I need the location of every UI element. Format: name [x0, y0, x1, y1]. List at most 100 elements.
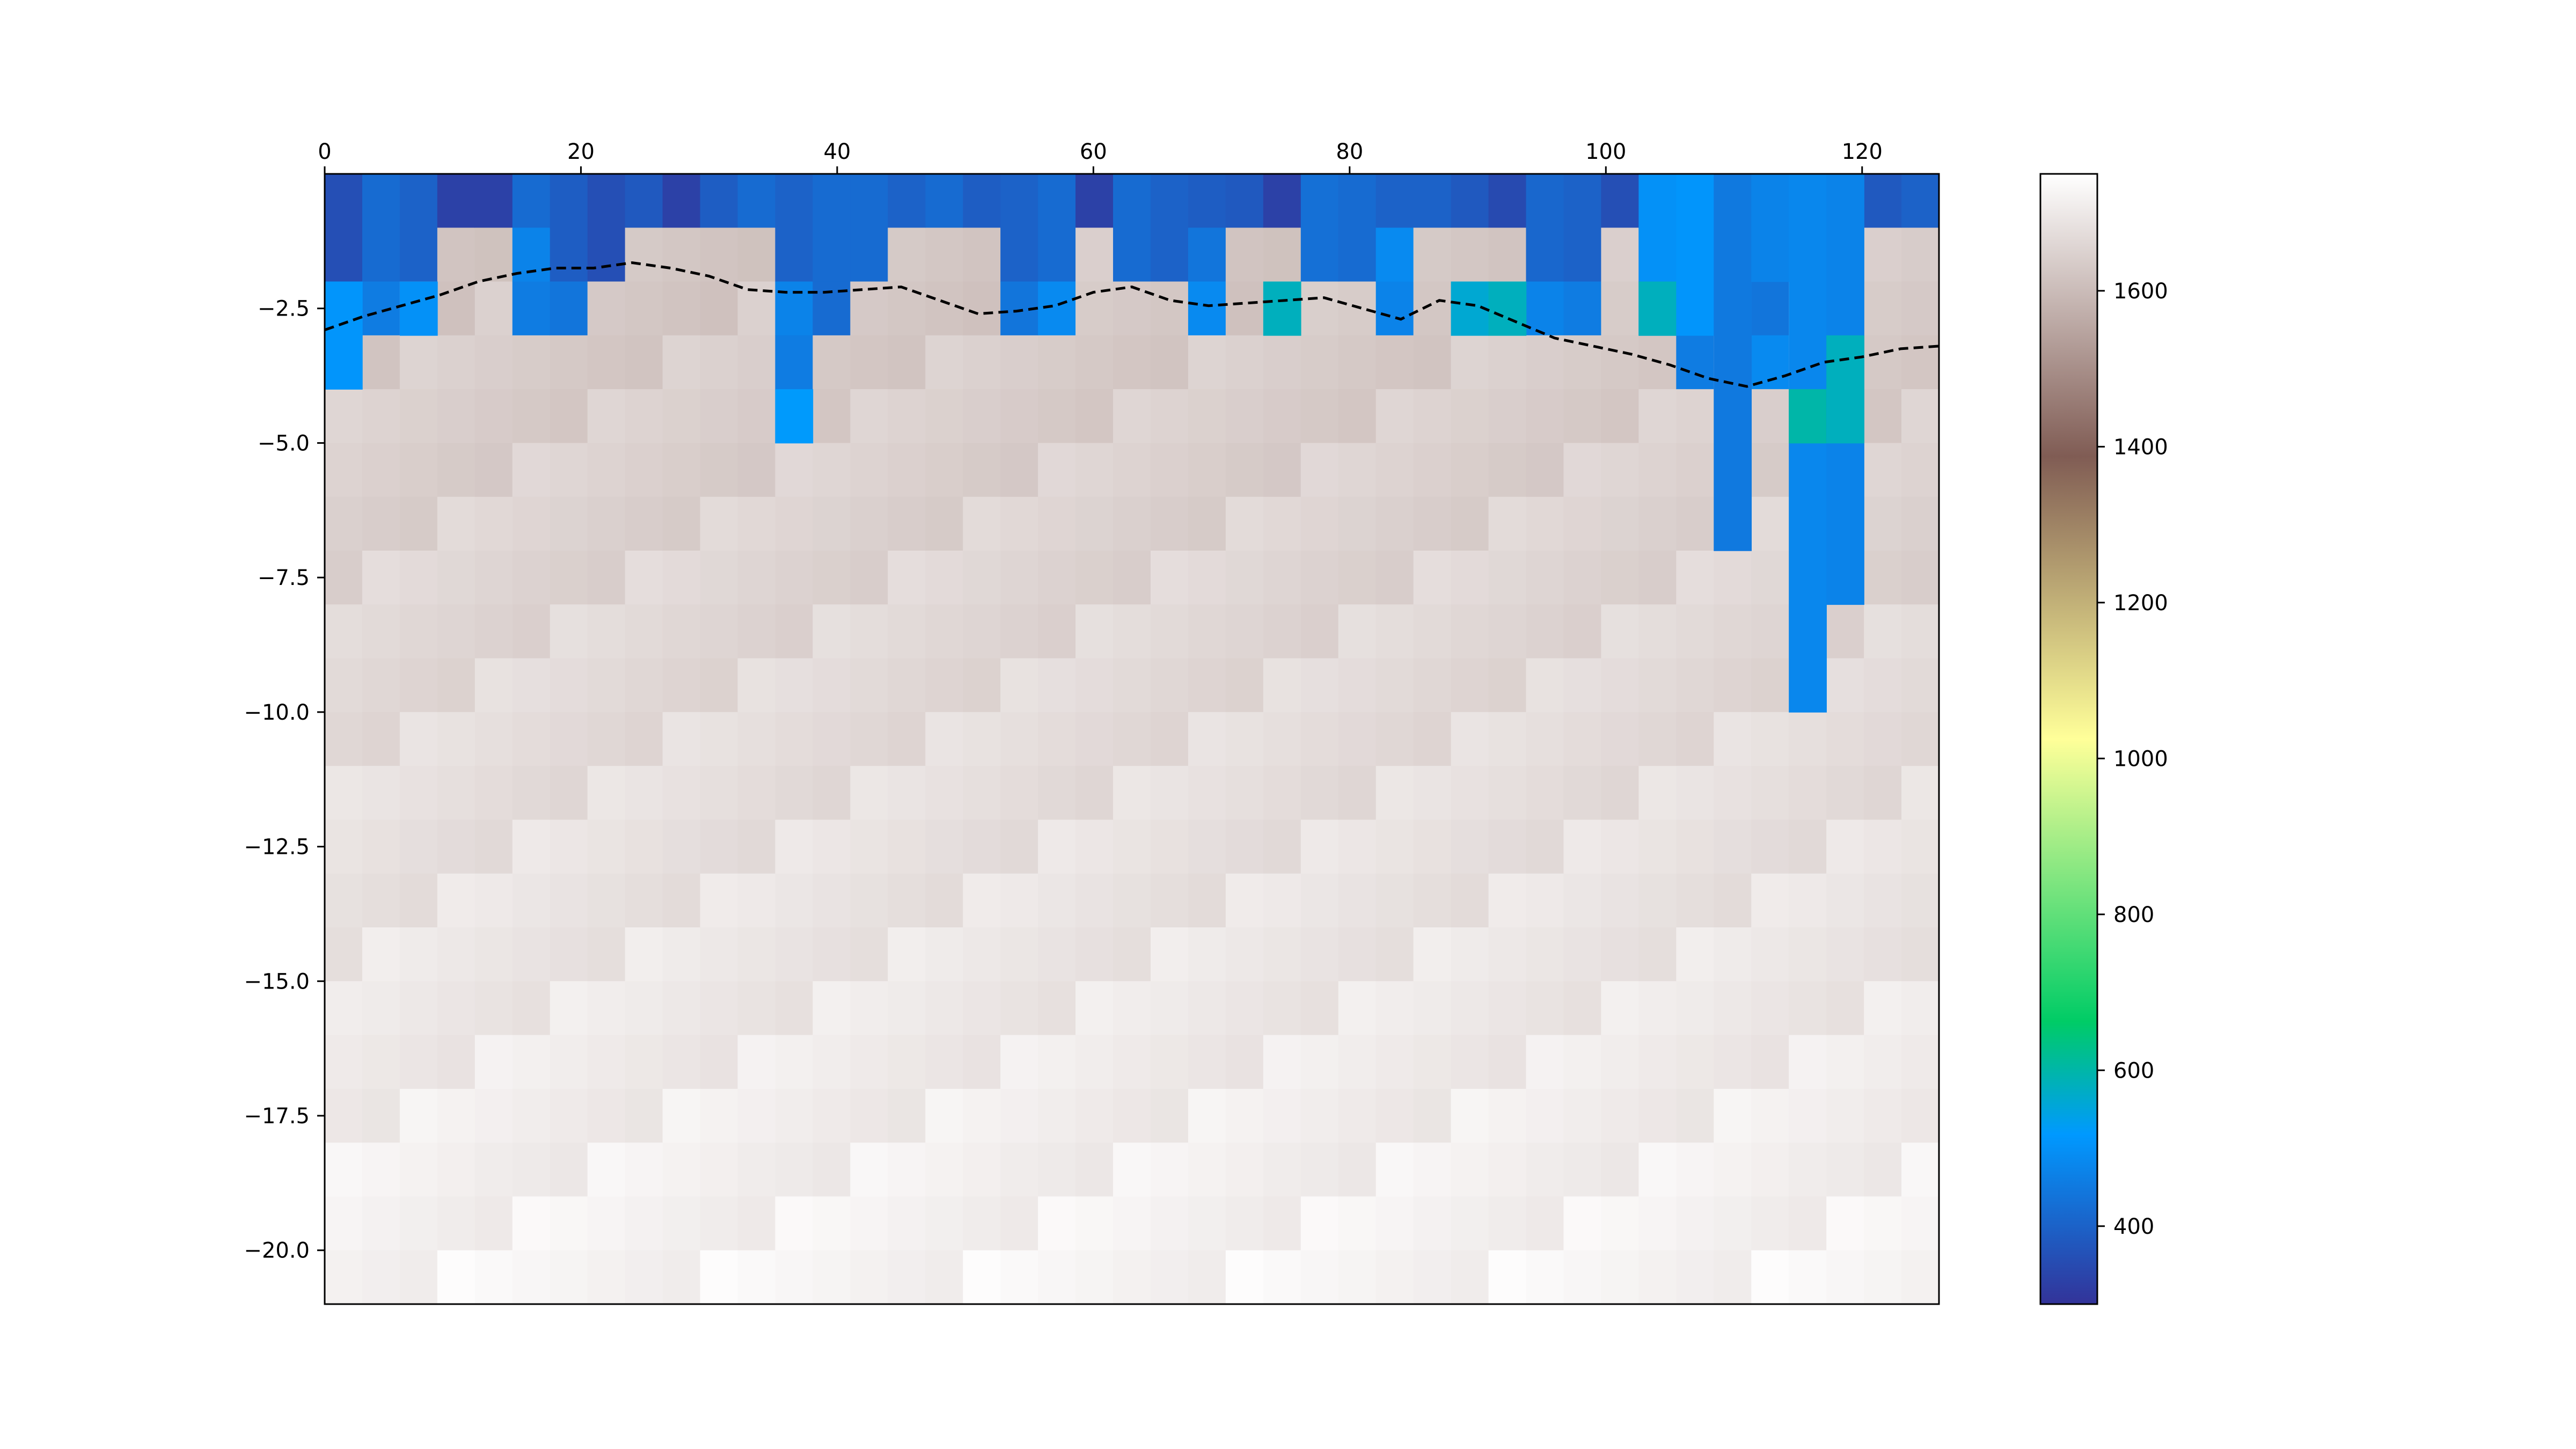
heatmap-cell [399, 551, 438, 605]
boundary-dashed-line [325, 261, 1939, 388]
heatmap-cell [1300, 1035, 1339, 1089]
heatmap-cell [1638, 927, 1677, 982]
heatmap-cell [1601, 1035, 1640, 1089]
heatmap-cell [1601, 1250, 1640, 1304]
heatmap-cell [474, 819, 513, 874]
heatmap-cell [925, 1088, 964, 1143]
heatmap-cell [1338, 873, 1377, 928]
heatmap-cell [737, 1250, 776, 1304]
heatmap-cell [775, 927, 814, 982]
heatmap-cell [888, 1035, 926, 1089]
heatmap-cell [587, 228, 626, 282]
heatmap-cell [1563, 658, 1602, 713]
heatmap-cell [963, 281, 1001, 336]
heatmap-cell [1488, 335, 1527, 390]
heatmap-cell [1188, 389, 1226, 444]
heatmap-cell [1338, 389, 1377, 444]
heatmap-cell [474, 174, 513, 229]
heatmap-cell [1451, 551, 1489, 605]
heatmap-cell [437, 496, 475, 551]
heatmap-cell [700, 228, 738, 282]
heatmap-cell [512, 873, 551, 928]
heatmap-cell [1601, 174, 1640, 229]
heatmap-cell [399, 228, 438, 282]
heatmap-cell [925, 712, 964, 766]
heatmap-cell [1263, 551, 1301, 605]
heatmap-cell [1075, 1088, 1114, 1143]
heatmap-cell [474, 551, 513, 605]
heatmap-cell [1751, 981, 1789, 1036]
heatmap-cell [1225, 604, 1264, 659]
heatmap-cell [625, 981, 663, 1036]
heatmap-cell [813, 1143, 851, 1197]
heatmap-cell [1789, 1250, 1827, 1304]
heatmap-cell [474, 981, 513, 1036]
heatmap-cell [1000, 766, 1038, 821]
heatmap-cell [1188, 927, 1226, 982]
heatmap-cell [1225, 873, 1264, 928]
heatmap-cell [1300, 1250, 1339, 1304]
heatmap-cell [737, 1088, 776, 1143]
heatmap-cell [925, 389, 964, 444]
heatmap-cell [1563, 1035, 1602, 1089]
heatmap-cell [963, 766, 1001, 821]
heatmap-cell [813, 228, 851, 282]
heatmap-cell [474, 335, 513, 390]
heatmap-cell [1338, 819, 1377, 874]
heatmap-cell [1451, 712, 1489, 766]
heatmap-cell [437, 766, 475, 821]
heatmap-cell [1075, 1250, 1114, 1304]
heatmap-cell [1488, 981, 1527, 1036]
heatmap-cell [1113, 927, 1151, 982]
heatmap-cell [325, 712, 363, 766]
heatmap-cell [587, 174, 626, 229]
heatmap-cell [1113, 658, 1151, 713]
heatmap-cell [850, 174, 889, 229]
heatmap-cell [662, 1088, 701, 1143]
heatmap-cell [775, 443, 814, 497]
heatmap-cell [1901, 712, 1939, 766]
heatmap-cell [1300, 281, 1339, 336]
heatmap-cell [1451, 496, 1489, 551]
heatmap-cell [1113, 496, 1151, 551]
heatmap-cell [437, 1035, 475, 1089]
heatmap-cell [1563, 1088, 1602, 1143]
heatmap-cell [1038, 174, 1076, 229]
heatmap-cell [813, 873, 851, 928]
heatmap-cell [1375, 712, 1414, 766]
heatmap-cell [850, 873, 889, 928]
heatmap-cell [888, 335, 926, 390]
heatmap-cell [813, 335, 851, 390]
heatmap-cell [925, 228, 964, 282]
heatmap-cell [1901, 1143, 1939, 1197]
heatmap-cell [737, 1143, 776, 1197]
heatmap-cell [1864, 766, 1902, 821]
heatmap-cell [550, 1143, 588, 1197]
y-tick-label: −17.5 [244, 1104, 310, 1129]
heatmap-cell [737, 228, 776, 282]
heatmap-cell [888, 819, 926, 874]
heatmap-cell [1413, 228, 1452, 282]
heatmap-cell [399, 981, 438, 1036]
heatmap-cell [474, 658, 513, 713]
heatmap-cell [850, 1088, 889, 1143]
heatmap-cell [1225, 1196, 1264, 1251]
heatmap-cell [587, 281, 626, 336]
heatmap-cell [850, 712, 889, 766]
heatmap-cell [550, 927, 588, 982]
x-tick-label: 20 [567, 140, 595, 164]
heatmap-cell [1150, 1196, 1189, 1251]
heatmap-cell [1451, 1088, 1489, 1143]
heatmap-cell [474, 389, 513, 444]
heatmap-cell [1413, 1035, 1452, 1089]
heatmap-cell [813, 658, 851, 713]
heatmap-cell [1225, 766, 1264, 821]
heatmap-cell [587, 1088, 626, 1143]
heatmap-cell [1038, 228, 1076, 282]
heatmap-cell [1676, 1035, 1715, 1089]
heatmap-cell [1000, 981, 1038, 1036]
heatmap-cell [587, 873, 626, 928]
heatmap-cell [512, 1143, 551, 1197]
heatmap-cell [512, 819, 551, 874]
